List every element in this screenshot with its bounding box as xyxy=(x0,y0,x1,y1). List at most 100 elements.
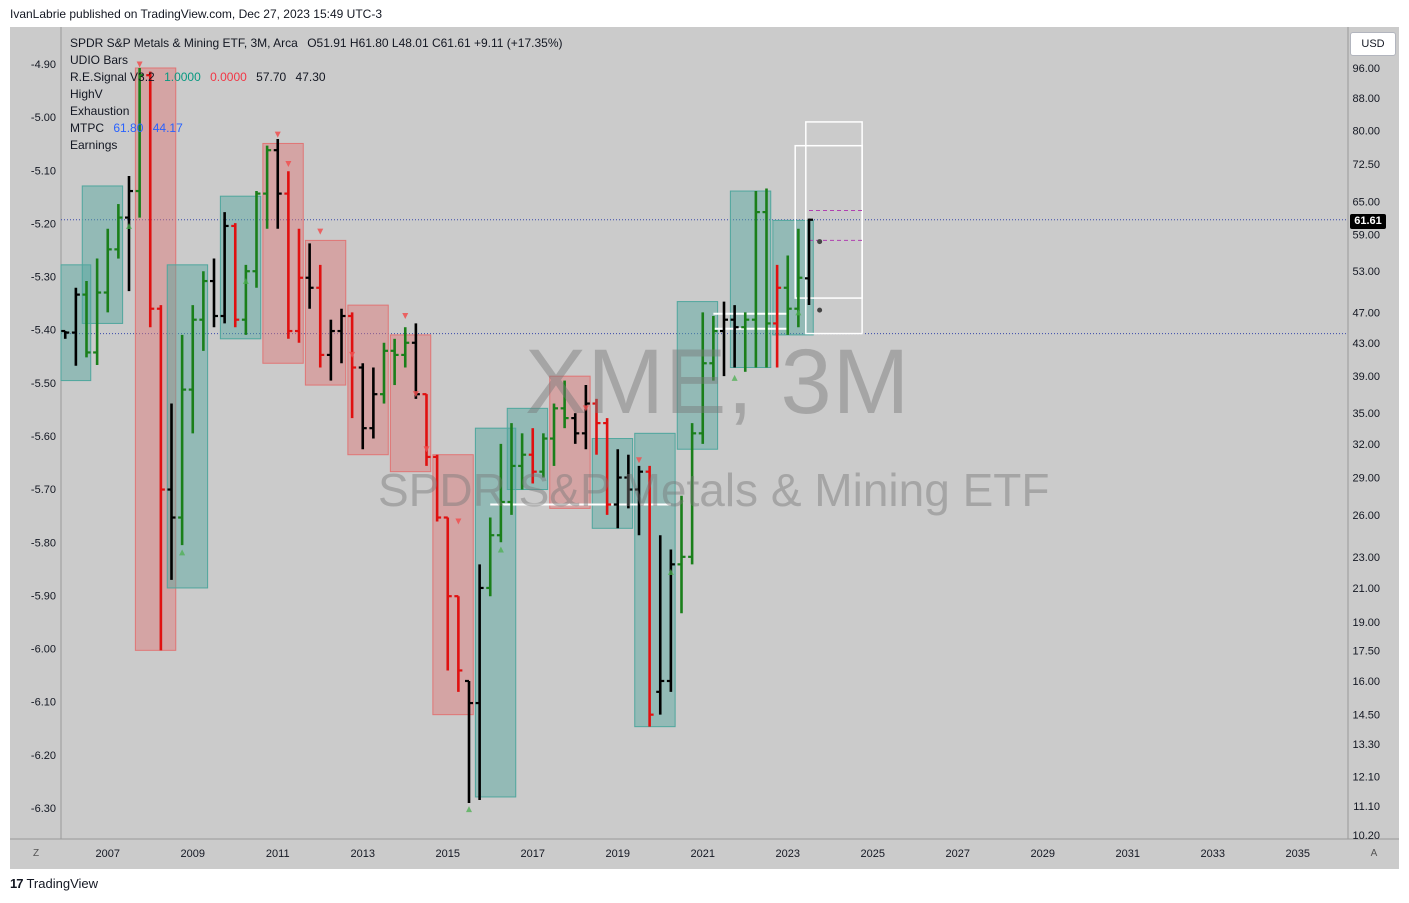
legend-indicator-exhaustion[interactable]: Exhaustion xyxy=(70,103,563,120)
indicator-value: 57.70 xyxy=(256,70,287,84)
signal-up-marker xyxy=(126,222,132,229)
signal-up-marker xyxy=(667,569,674,576)
signal-box xyxy=(676,301,719,450)
ohlc-bar xyxy=(486,517,495,597)
indicator-value: 0.0000 xyxy=(210,70,247,84)
indicator-name: Earnings xyxy=(70,138,118,152)
ohlc-bar xyxy=(581,385,590,450)
right-price-scale xyxy=(1348,27,1399,839)
ohlc-bar xyxy=(114,204,123,259)
signal-box xyxy=(634,432,676,728)
indicator-value: 47.30 xyxy=(295,70,326,84)
projection-box xyxy=(805,121,863,335)
right-axis-tick-label: 80.00 xyxy=(1352,125,1380,137)
ohlc-bar xyxy=(71,287,80,366)
left-axis-tick-label: -5.10 xyxy=(31,165,56,177)
left-axis-tick-label: -6.20 xyxy=(31,750,56,762)
time-axis-tick-label: 2029 xyxy=(1031,848,1055,860)
right-axis-tick-label: 35.00 xyxy=(1352,408,1380,420)
ohlc-bar xyxy=(231,223,240,328)
left-axis-tick-label: -5.70 xyxy=(31,484,56,496)
signal-box xyxy=(591,438,634,529)
signal-box xyxy=(729,190,772,369)
time-axis-tick-label: 2011 xyxy=(266,848,290,860)
left-axis-tick-label: -5.00 xyxy=(31,112,56,124)
ohlc-bar xyxy=(220,212,229,324)
ohlc-bar xyxy=(624,454,633,509)
ohlc-bar xyxy=(263,145,272,229)
ohlc-bar xyxy=(465,679,473,804)
legend-indicator-earnings[interactable]: Earnings xyxy=(70,137,563,154)
legend-indicator-udio[interactable]: UDIO Bars xyxy=(70,52,563,69)
signal-down-marker xyxy=(349,351,356,358)
scale-a-button[interactable]: A xyxy=(1370,848,1378,859)
right-axis-tick-label: 39.00 xyxy=(1352,371,1380,383)
signal-box xyxy=(134,67,177,651)
legend-title: SPDR S&P Metals & Mining ETF, 3M, Arca xyxy=(70,36,298,50)
indicator-name: R.E.Signal V3.2 xyxy=(70,70,155,84)
left-axis-tick-label: -5.50 xyxy=(31,378,56,390)
left-axis-tick-label: -5.40 xyxy=(31,325,56,337)
signal-down-marker xyxy=(455,518,462,525)
ohlc-bar xyxy=(560,380,569,429)
ohlc-bar xyxy=(401,327,410,368)
ohlc-bar xyxy=(295,228,303,343)
ohlc-bar xyxy=(507,423,516,515)
chart-frame[interactable] xyxy=(10,27,1399,869)
indicator-value: 1.0000 xyxy=(164,70,201,84)
ohlc-bar xyxy=(762,188,771,368)
ohlc-bar xyxy=(677,495,686,614)
ohlc-bar xyxy=(571,413,580,444)
scale-z-button[interactable]: Z xyxy=(32,848,40,859)
legend-indicator-mtpc[interactable]: MTPC 61.80 44.17 xyxy=(70,120,563,137)
ohlc-bar xyxy=(550,403,558,466)
ohlc-bar xyxy=(167,403,176,580)
legend-indicator-highv[interactable]: HighV xyxy=(70,86,563,103)
ohlc-bar xyxy=(698,312,707,444)
ohlc-bar xyxy=(188,305,197,434)
ohlc-bar xyxy=(103,228,112,313)
ohlc-bar xyxy=(688,423,697,565)
right-axis-tick-label: 16.00 xyxy=(1352,676,1380,688)
level-dot xyxy=(817,307,823,313)
ohlc-bar xyxy=(390,338,399,386)
indicator-value: 44.17 xyxy=(152,121,183,135)
right-axis-tick-label: 88.00 xyxy=(1352,93,1380,105)
ohlc-bar xyxy=(751,191,760,368)
signal-up-marker xyxy=(795,309,802,316)
ohlc-bar xyxy=(741,312,750,372)
ohlc-bar xyxy=(433,454,442,522)
right-axis-tick-label: 11.10 xyxy=(1353,801,1380,813)
right-axis-tick-label: 29.00 xyxy=(1352,473,1380,485)
signal-down-marker xyxy=(136,61,143,68)
tradingview-logo-icon: 17 xyxy=(10,876,24,891)
ohlc-bar xyxy=(369,367,378,439)
ohlc-bar xyxy=(316,264,325,368)
currency-button[interactable]: USD xyxy=(1350,32,1396,56)
ohlc-bar xyxy=(156,305,165,651)
ohlc-bar xyxy=(783,255,792,335)
ohlc-bar xyxy=(645,465,654,727)
ohlc-bar xyxy=(656,535,665,715)
ohlc-bar xyxy=(210,258,218,328)
footer-brand[interactable]: 17 TradingView xyxy=(10,876,98,891)
ohlc-bar xyxy=(709,315,718,381)
legend-title-row: SPDR S&P Metals & Mining ETF, 3M, Arca O… xyxy=(70,35,563,52)
ohlc-bar xyxy=(273,139,282,229)
signal-box xyxy=(81,185,124,324)
signal-down-marker xyxy=(582,405,589,412)
signal-up-marker xyxy=(497,546,504,553)
time-axis-tick-label: 2033 xyxy=(1201,848,1225,860)
ohlc-bar xyxy=(475,564,484,800)
indicator-value: 61.80 xyxy=(113,121,144,135)
legend-indicator-resignal[interactable]: R.E.Signal V3.2 1.0000 0.0000 57.70 47.3… xyxy=(70,69,563,86)
ohlc-bar xyxy=(348,312,357,419)
ohlc-bar xyxy=(443,516,452,671)
ohlc-bar xyxy=(518,433,527,490)
right-axis-tick-label: 13.30 xyxy=(1352,739,1380,751)
ohlc-bar xyxy=(454,595,463,692)
time-axis-tick-label: 2021 xyxy=(691,848,715,860)
ohlc-bar xyxy=(82,281,91,358)
ohlc-bar xyxy=(178,334,187,546)
